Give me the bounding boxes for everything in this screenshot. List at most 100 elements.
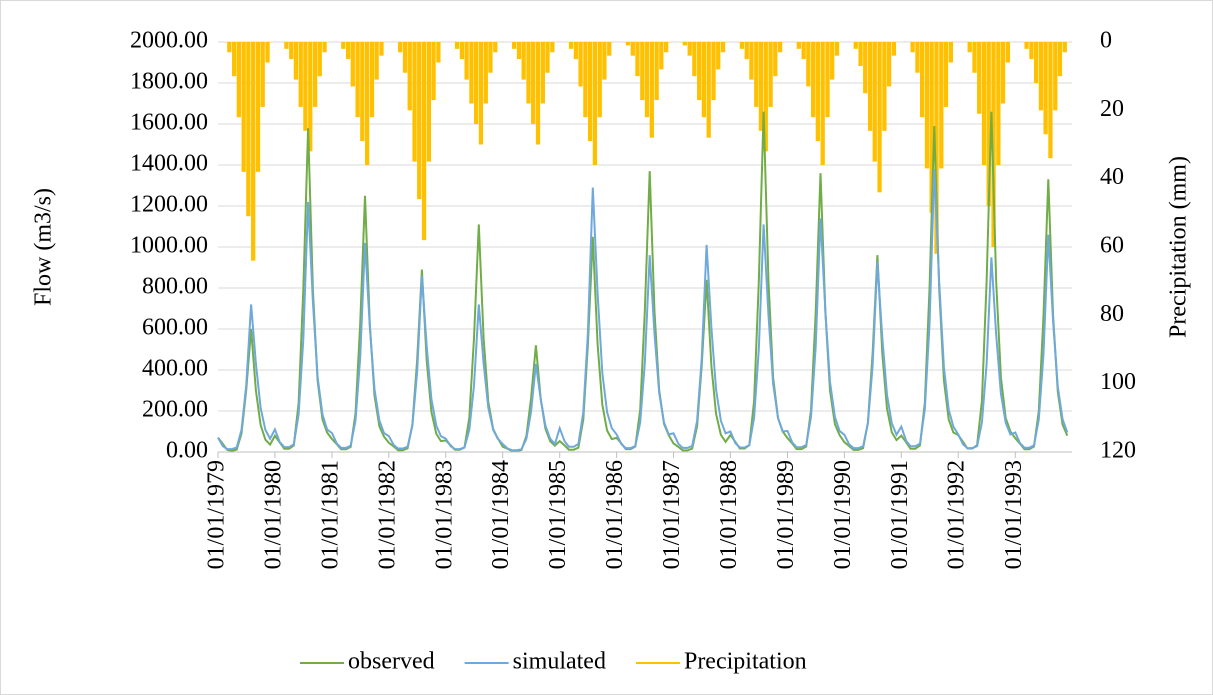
- precipitation-bar: [929, 42, 934, 213]
- legend-label: simulated: [513, 649, 606, 675]
- precipitation-bar: [483, 42, 488, 104]
- precipitation-bar: [227, 42, 232, 53]
- precipitation-bar: [796, 42, 801, 49]
- precipitation-bar: [853, 42, 858, 49]
- x-tick-label: 01/01/1981: [317, 460, 343, 569]
- precipitation-bar: [986, 42, 991, 206]
- precipitation-bar: [284, 42, 289, 49]
- precipitation-bar: [659, 42, 664, 70]
- precipitation-bar: [587, 42, 593, 142]
- precipitation-bar: [915, 42, 920, 73]
- precipitation-bar: [412, 42, 417, 162]
- x-tick-label: 01/01/1980: [260, 460, 286, 569]
- precipitation-bar: [568, 42, 574, 49]
- precipitation-bar: [1000, 42, 1006, 104]
- precipitation-bar: [417, 42, 422, 200]
- precipitation-bar: [583, 42, 588, 118]
- precipitation-bar: [521, 42, 526, 80]
- precipitation-bar: [934, 42, 939, 254]
- precipitation-bar: [526, 42, 531, 104]
- precipitation-bar: [493, 42, 498, 53]
- precipitation-bar: [877, 42, 882, 193]
- precipitation-bar: [341, 42, 346, 49]
- precipitation-bar: [369, 42, 375, 118]
- precipitation-bar: [1048, 42, 1053, 159]
- precipitation-bar: [260, 42, 265, 107]
- y-tick-label: 400.00: [142, 356, 208, 382]
- precipitation-bar: [365, 42, 370, 165]
- precipitation-bar: [644, 42, 650, 118]
- precipitation-bar: [607, 42, 612, 56]
- precipitation-bar: [1038, 42, 1044, 111]
- y-tick-label: 1800.00: [130, 69, 208, 95]
- precipitation-bar: [255, 42, 261, 172]
- precipitation-bar: [773, 42, 778, 77]
- precipitation-bar: [682, 42, 687, 46]
- x-tick-label: 01/01/1990: [830, 460, 856, 569]
- precipitation-bar: [303, 42, 308, 131]
- precipitation-bar: [531, 42, 536, 124]
- y2-axis-title: Precipitation (mm): [1166, 156, 1192, 338]
- y-tick-label: 2000.00: [130, 28, 208, 54]
- precipitation-bar: [754, 42, 759, 107]
- precipitation-bar: [815, 42, 820, 142]
- legend-label: observed: [348, 649, 435, 675]
- y2-tick-label: 120: [1100, 438, 1136, 464]
- y2-tick-label: 40: [1100, 164, 1124, 190]
- y-tick-label: 1600.00: [130, 110, 208, 136]
- precipitation-bar: [1029, 42, 1034, 60]
- precipitation-bar: [379, 42, 384, 56]
- precipitation-bar: [692, 42, 697, 77]
- precipitation-bar: [768, 42, 773, 107]
- precipitation-bar: [863, 42, 868, 94]
- precipitation-bar: [345, 42, 351, 60]
- precipitation-bar: [763, 42, 768, 152]
- precipitation-bar: [421, 42, 427, 241]
- precipitation-bar: [241, 42, 246, 172]
- precipitation-bar: [516, 42, 522, 60]
- x-tick-label: 01/01/1979: [204, 460, 230, 569]
- precipitation-bar: [834, 42, 840, 56]
- y-tick-label: 1000.00: [130, 233, 208, 259]
- precipitation-bar: [251, 42, 256, 261]
- precipitation-bar: [687, 42, 692, 56]
- x-tick-label: 01/01/1992: [944, 460, 970, 569]
- precipitation-bar: [431, 42, 436, 101]
- precipitation-bar: [573, 42, 579, 60]
- precipitation-bar: [293, 42, 299, 80]
- precipitation-bar: [312, 42, 318, 107]
- precipitation-bar: [1057, 42, 1063, 77]
- y-tick-label: 800.00: [142, 274, 208, 300]
- precipitation-bar: [820, 42, 825, 165]
- precipitation-bar: [720, 42, 726, 53]
- y-axis-title: Flow (m3/s): [31, 188, 57, 306]
- x-tick-label: 01/01/1984: [488, 460, 514, 569]
- precipitation-bar: [265, 42, 270, 63]
- precipitation-bar: [943, 42, 949, 107]
- precipitation-bar: [830, 42, 835, 80]
- precipitation-bar: [948, 42, 953, 63]
- x-tick-label: 01/01/1988: [716, 460, 742, 569]
- precipitation-bar: [886, 42, 892, 87]
- precipitation-bar: [350, 42, 355, 87]
- precipitation-bar: [867, 42, 873, 131]
- precipitation-bar: [464, 42, 469, 80]
- precipitation-bar: [407, 42, 412, 111]
- precipitation-bar: [664, 42, 669, 53]
- precipitation-bar: [360, 42, 365, 142]
- precipitation-bar: [545, 42, 550, 73]
- precipitation-bar: [701, 42, 707, 118]
- precipitation-bar: [739, 42, 745, 49]
- precipitation-bar: [991, 42, 996, 247]
- precipitation-bar: [535, 42, 541, 145]
- precipitation-bar: [716, 42, 721, 70]
- precipitation-bar: [436, 42, 441, 63]
- precipitation-bar: [777, 42, 783, 53]
- precipitation-bar: [858, 42, 863, 66]
- precipitation-bar: [697, 42, 702, 101]
- precipitation-bar: [625, 42, 631, 46]
- precipitation-bar: [289, 42, 294, 60]
- precipitation-bar: [977, 42, 982, 114]
